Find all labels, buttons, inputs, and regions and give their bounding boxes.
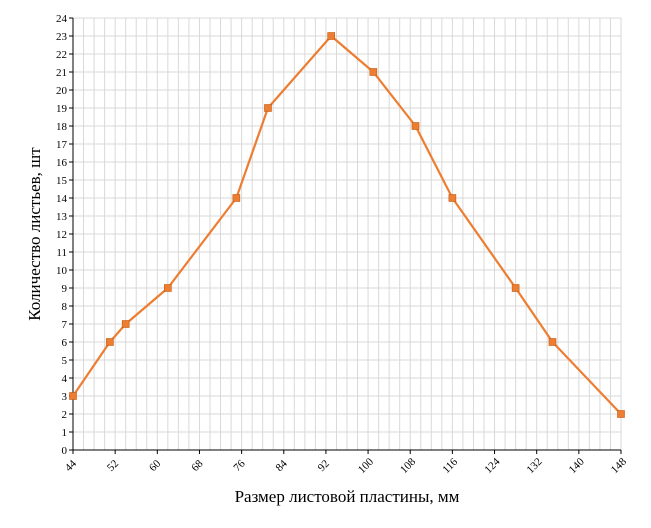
x-tick-label: 108 bbox=[398, 455, 419, 476]
y-tick-label: 12 bbox=[56, 229, 67, 241]
y-tick-label: 19 bbox=[56, 103, 68, 115]
data-point bbox=[264, 104, 272, 112]
y-tick-label: 0 bbox=[62, 445, 68, 457]
y-tick-label: 6 bbox=[62, 337, 68, 349]
x-tick-label: 124 bbox=[482, 455, 503, 476]
grid-lines bbox=[73, 17, 622, 450]
x-tick-label: 60 bbox=[147, 457, 164, 474]
data-point bbox=[327, 32, 335, 40]
y-tick-label: 24 bbox=[56, 13, 68, 25]
data-point bbox=[617, 410, 625, 418]
series-group bbox=[69, 32, 625, 418]
y-tick-label: 13 bbox=[56, 211, 68, 223]
data-point bbox=[411, 122, 420, 130]
y-tick-label: 11 bbox=[56, 247, 67, 259]
y-tick-label: 18 bbox=[56, 121, 68, 133]
y-tick-label: 10 bbox=[56, 265, 68, 277]
x-tick-label: 100 bbox=[356, 455, 377, 476]
x-tick-label: 132 bbox=[524, 456, 544, 476]
y-tick-label: 17 bbox=[56, 139, 68, 151]
x-tick-label: 140 bbox=[567, 455, 588, 476]
data-point bbox=[121, 320, 130, 328]
data-point bbox=[448, 194, 457, 202]
data-point bbox=[164, 284, 172, 292]
data-point bbox=[511, 284, 520, 292]
y-tick-label: 4 bbox=[62, 373, 68, 385]
y-tick-label: 15 bbox=[56, 175, 68, 187]
y-tick-label: 21 bbox=[56, 67, 67, 79]
x-tick-label: 44 bbox=[63, 457, 80, 474]
data-point bbox=[369, 68, 378, 76]
y-tick-label: 16 bbox=[56, 157, 68, 169]
x-axis-title: Размер листовой пластины, мм bbox=[235, 487, 460, 506]
y-tick-label: 23 bbox=[56, 31, 68, 43]
x-tick-label: 76 bbox=[231, 457, 248, 474]
data-point bbox=[69, 392, 77, 400]
y-tick-label: 1 bbox=[62, 427, 68, 439]
y-axis-title: Количество листьев, шт bbox=[25, 147, 44, 321]
y-tick-label: 8 bbox=[62, 301, 68, 313]
x-tick-label: 68 bbox=[189, 457, 206, 474]
x-tick-label: 52 bbox=[105, 458, 121, 474]
y-tick-label: 2 bbox=[62, 409, 68, 421]
x-tick-label: 92 bbox=[316, 458, 332, 474]
y-tick-label: 20 bbox=[56, 85, 68, 97]
x-tick-label: 148 bbox=[609, 455, 630, 476]
y-tick-label: 5 bbox=[62, 355, 68, 367]
data-point bbox=[548, 338, 557, 346]
y-tick-label: 14 bbox=[56, 193, 68, 205]
x-tick-label: 116 bbox=[440, 456, 460, 476]
axes bbox=[69, 17, 622, 454]
y-tick-label: 9 bbox=[62, 283, 68, 295]
y-tick-label: 3 bbox=[62, 391, 68, 403]
data-point bbox=[106, 338, 114, 346]
x-tick-labels: 44 52 60 68 76 84 92 100 108 116 124 132 140 148 bbox=[63, 455, 630, 476]
y-tick-label: 7 bbox=[62, 319, 68, 331]
y-tick-label: 22 bbox=[56, 49, 67, 61]
data-point bbox=[232, 194, 241, 202]
x-tick-label: 84 bbox=[274, 457, 291, 474]
